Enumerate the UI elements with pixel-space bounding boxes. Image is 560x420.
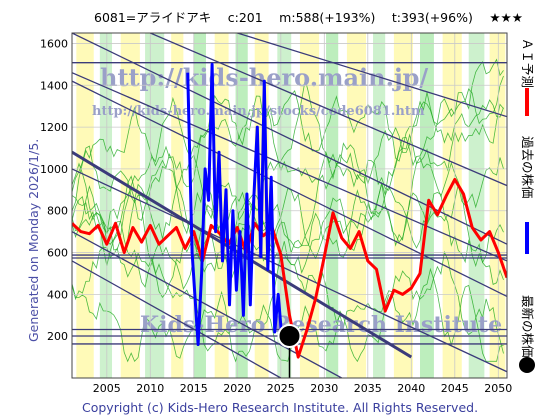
- chart-title: 6081=アライドアキ c:201 m:588(+193%) t:393(+96…: [94, 10, 523, 25]
- green-trajectory-line: [72, 75, 504, 266]
- x-tick-label: 2025: [267, 382, 295, 395]
- watermark-institute: Kids-Hero Research Institute: [140, 312, 502, 338]
- y-tick-label: 800: [47, 205, 68, 218]
- legend-label-past: 過去の株価: [520, 136, 535, 199]
- trend-line: [72, 80, 507, 298]
- trend-line: [150, 33, 507, 187]
- watermark-page-url: http://kids-hero.main.jp/stocks/code6081…: [92, 104, 425, 119]
- legend-label-ai: ＡＩ予測: [520, 38, 535, 88]
- series-layer: [72, 62, 507, 359]
- legend-latest-text: 最新の株価: [520, 295, 535, 358]
- y-tick-label: 400: [47, 288, 68, 301]
- green-trajectory-line: [72, 241, 504, 363]
- green-trajectory-line: [72, 133, 504, 290]
- bg-band: [120, 33, 140, 378]
- x-tick-label: 2030: [310, 382, 338, 395]
- generated-date-label: Generated on Monday 2026/1/5.: [26, 139, 41, 342]
- y-tick-label: 1600: [40, 37, 68, 50]
- bg-band: [193, 33, 206, 378]
- current-price-marker-layer: [277, 323, 302, 378]
- green-trajectory-line: [72, 58, 504, 301]
- x-tick-label: 2035: [354, 382, 382, 395]
- y-tick-label: 600: [47, 247, 68, 260]
- trend-line: [237, 33, 507, 118]
- y-tick-label: 1400: [40, 79, 68, 92]
- plot-frame: [71, 32, 508, 379]
- green-trajectory-line: [72, 175, 504, 363]
- bg-band: [99, 33, 113, 378]
- y-tick-label: 1200: [40, 121, 68, 134]
- y-tick-label: 200: [47, 330, 68, 343]
- x-tick-label: 2015: [180, 382, 208, 395]
- x-tick-label: 2010: [136, 382, 164, 395]
- green-trajectory-lines: [72, 58, 504, 363]
- legend: ＡＩ予測 過去の株価 最新の株価: [519, 38, 535, 373]
- y-tick-label: 1000: [40, 163, 68, 176]
- legend-latest-dot: [519, 357, 535, 373]
- x-tick-label: 2050: [484, 382, 512, 395]
- trend-line: [72, 168, 507, 373]
- x-tick-label: 2020: [223, 382, 251, 395]
- legend-ai-text: ＡＩ予測: [520, 38, 535, 88]
- x-tick-label: 2040: [397, 382, 425, 395]
- x-axis-ticks: 2005 2010 2015 2020 2025 2030 2035 2040 2045 2050: [93, 382, 512, 395]
- current-price-marker: [277, 323, 302, 348]
- legend-label-latest: 最新の株価: [520, 295, 535, 358]
- bg-band: [489, 33, 506, 378]
- copyright-footer: Copyright (c) Kids-Hero Research Institu…: [82, 400, 478, 415]
- legend-past-text: 過去の株価: [520, 136, 535, 199]
- trend-line: [72, 72, 507, 262]
- watermark-layer: http://kids-hero.main.jp/ http://kids-he…: [92, 63, 502, 338]
- y-axis-ticks: 200 400 600 800 1000 1200 1400 1600: [40, 37, 68, 343]
- x-tick-label: 2045: [441, 382, 469, 395]
- x-tick-label: 2005: [93, 382, 121, 395]
- trend-line: [72, 260, 282, 378]
